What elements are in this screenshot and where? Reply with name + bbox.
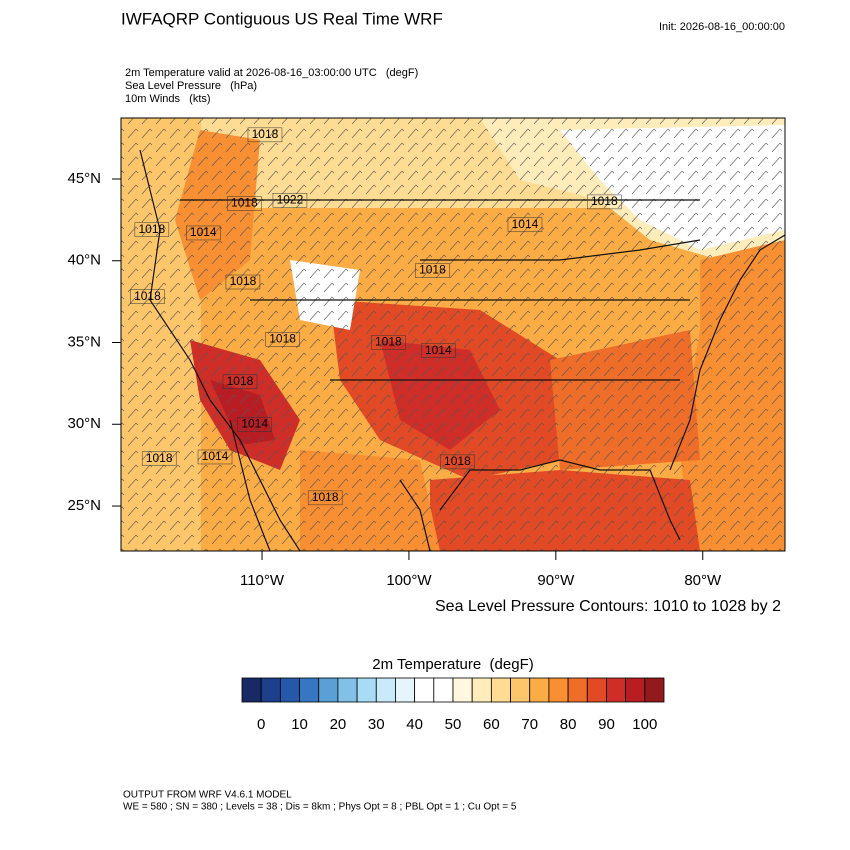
colorbar-swatch (414, 677, 435, 703)
contour-label-box (421, 343, 456, 358)
contour-label: 1014 (190, 225, 217, 239)
lat-label: 35°N (67, 333, 101, 350)
contour-label: 1018 (269, 331, 296, 345)
colorbar-swatch (452, 677, 473, 703)
init-time: Init: 2026-08-16_00:00:00 (659, 21, 785, 33)
contour-label: 1018 (312, 490, 339, 504)
subtitle: 2m Temperature valid at 2026-08-16_03:00… (125, 67, 418, 79)
colorbar-swatch (471, 677, 492, 703)
lon-label: 90°W (537, 572, 575, 589)
colorbar-swatch (318, 677, 339, 703)
colorbar-swatch (337, 677, 358, 703)
contour-label: 1014 (241, 416, 268, 430)
lat-label: 30°N (67, 415, 101, 432)
colorbar-tick-label: 40 (406, 716, 423, 733)
contour-label-box (415, 263, 450, 278)
colorbar-swatch (299, 677, 320, 703)
colorbar-tick-label: 30 (368, 716, 385, 733)
contour-label: 1014 (202, 449, 229, 463)
colorbar-swatch (548, 677, 569, 703)
colorbar-swatch (644, 677, 665, 703)
contour-label: 1018 (138, 222, 165, 236)
contour-label-box (141, 451, 177, 466)
colorbar-swatch (490, 677, 511, 703)
colorbar-swatch (510, 677, 531, 703)
lat-label: 25°N (67, 497, 101, 514)
colorbar-swatch (356, 677, 377, 703)
contour-label: 1018 (227, 374, 254, 388)
colorbar-swatch (567, 677, 588, 703)
colorbar-swatch (606, 677, 627, 703)
colorbar-tick-label: 90 (598, 716, 615, 733)
contour-label: 1018 (231, 196, 258, 210)
colorbar-swatch (260, 677, 281, 703)
contour-label: 1018 (375, 335, 402, 349)
contour-label-box (186, 225, 221, 241)
colorbar-swatch (375, 677, 396, 703)
contour-label-box (307, 490, 343, 506)
contour-label-box (371, 335, 406, 350)
subtitle: 10m Winds (kts) (125, 93, 211, 105)
contour-label-box (247, 127, 283, 143)
contour-label-box (225, 274, 261, 290)
contour-label: 1018 (591, 194, 618, 208)
title: IWFAQRP Contiguous US Real Time WRF (121, 9, 443, 28)
colorbar-tick-label: 20 (330, 716, 347, 733)
contour-label-box (134, 222, 170, 237)
contour-label: 1014 (512, 217, 539, 231)
contour-label: 1014 (425, 343, 452, 357)
colorbar-tick-label: 80 (560, 716, 577, 733)
contour-note: Sea Level Pressure Contours: 1010 to 102… (435, 598, 781, 615)
map-frame (120, 117, 786, 552)
colorbar-swatch (395, 677, 416, 703)
colorbar-swatch (279, 677, 300, 703)
colorbar-tick-label: 10 (291, 716, 308, 733)
footer: OUTPUT FROM WRF V4.6.1 MODEL (123, 790, 292, 801)
lat-label: 45°N (67, 170, 101, 187)
contour-label-box (130, 289, 165, 304)
contour-label: 1022 (277, 192, 304, 206)
subtitle: Sea Level Pressure (hPa) (125, 80, 257, 92)
contour-label-box (507, 217, 543, 233)
colorbar-tick-label: 70 (521, 716, 538, 733)
temperature-field (121, 118, 785, 551)
colorbar-tick-label: 100 (632, 716, 657, 733)
contour-label-box (237, 417, 272, 432)
contour-label: 1018 (146, 451, 173, 465)
lon-label: 100°W (386, 572, 432, 589)
contour-label-box (587, 194, 622, 210)
lat-label: 40°N (67, 252, 101, 269)
colorbar-swatch (433, 677, 454, 703)
colorbar-swatch (529, 677, 550, 703)
footer: WE = 580 ; SN = 380 ; Levels = 38 ; Dis … (123, 802, 517, 813)
contour-label: 1018 (134, 289, 161, 303)
colorbar-swatch (586, 677, 607, 703)
contour-label-box (227, 196, 262, 211)
lon-label: 80°W (684, 572, 722, 589)
contour-label: 1018 (419, 263, 446, 277)
contour-label: 1018 (444, 454, 471, 468)
contour-label-box (440, 454, 475, 470)
contour-label-box (272, 193, 308, 208)
contour-label-box (265, 331, 300, 347)
colorbar-tick-label: 0 (257, 716, 265, 733)
colorbar-swatch (241, 677, 262, 703)
contour-label: 1018 (252, 127, 279, 141)
colorbar-tick-label: 60 (483, 716, 500, 733)
colorbar-title: 2m Temperature (degF) (372, 656, 533, 673)
colorbar-swatch (625, 677, 646, 703)
contour-label: 1018 (230, 274, 257, 288)
contour-label-box (197, 449, 233, 465)
contour-label-box (222, 374, 258, 390)
lon-label: 110°W (240, 572, 285, 589)
colorbar-tick-label: 50 (445, 716, 462, 733)
